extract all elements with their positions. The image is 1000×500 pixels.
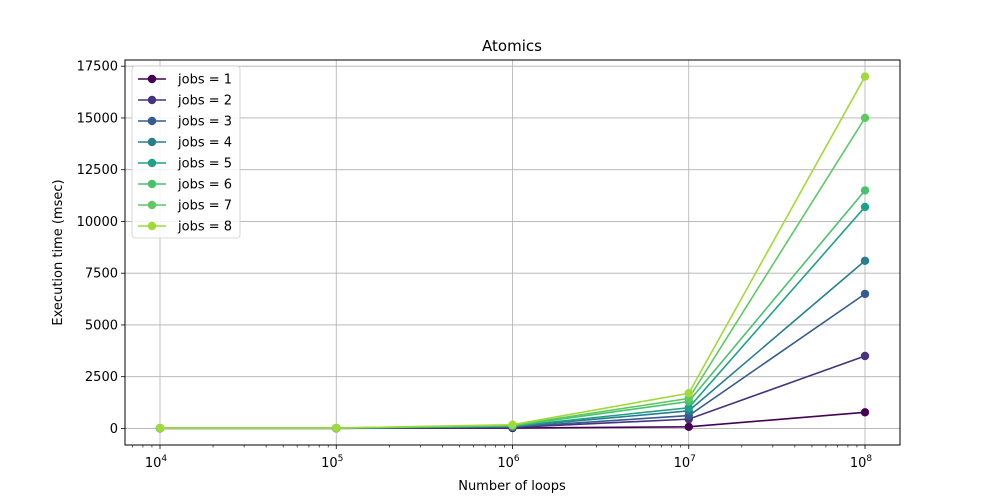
x-tick-exponent: 6 bbox=[514, 454, 520, 464]
legend-label: jobs = 4 bbox=[177, 136, 232, 151]
data-point bbox=[684, 403, 693, 412]
legend-item: jobs = 6 bbox=[138, 178, 232, 193]
x-tick-label: 106 bbox=[497, 454, 520, 471]
legend-item: jobs = 8 bbox=[138, 220, 232, 235]
data-point bbox=[860, 72, 870, 81]
legend-label: jobs = 8 bbox=[177, 220, 232, 235]
x-tick-exponent: 4 bbox=[161, 454, 167, 464]
data-point bbox=[508, 420, 517, 429]
x-tick-exponent: 5 bbox=[338, 454, 344, 464]
grid-layer bbox=[125, 60, 900, 445]
x-tick-base: 10 bbox=[145, 456, 162, 471]
x-tick-base: 10 bbox=[674, 456, 691, 471]
legend-label: jobs = 6 bbox=[177, 178, 232, 193]
y-axis-label: Execution time (msec) bbox=[51, 179, 66, 325]
x-tick-exponent: 7 bbox=[690, 454, 696, 464]
x-tick-exponent: 8 bbox=[866, 454, 872, 464]
y-tick-label: 10000 bbox=[77, 215, 118, 230]
legend-label: jobs = 1 bbox=[177, 73, 232, 88]
data-point bbox=[860, 289, 870, 299]
legend-marker bbox=[147, 221, 157, 231]
legend-label: jobs = 7 bbox=[177, 199, 232, 214]
legend-item: jobs = 2 bbox=[138, 94, 232, 109]
legend-box bbox=[131, 65, 241, 239]
legend-item: jobs = 5 bbox=[138, 157, 232, 172]
x-tick-label: 107 bbox=[674, 454, 696, 471]
legend-label: jobs = 2 bbox=[177, 94, 232, 109]
x-tick-label: 108 bbox=[850, 454, 873, 471]
data-point bbox=[332, 423, 341, 433]
y-tick-label: 12500 bbox=[77, 163, 118, 178]
legend-marker bbox=[147, 74, 157, 84]
data-point bbox=[684, 422, 693, 431]
data-point bbox=[860, 186, 870, 195]
legend-marker bbox=[147, 200, 157, 210]
legend-marker bbox=[147, 179, 157, 189]
series-layer bbox=[155, 72, 870, 433]
y-tick-label: 15000 bbox=[77, 111, 118, 126]
data-point bbox=[684, 389, 693, 398]
legend: jobs = 1 jobs = 2 jobs = 3 jobs = 4 jobs = 5… bbox=[131, 65, 241, 239]
legend-marker bbox=[147, 158, 157, 168]
legend-label: jobs = 5 bbox=[177, 157, 232, 172]
data-point bbox=[860, 351, 870, 361]
legend-item: jobs = 1 bbox=[138, 73, 232, 88]
y-tick-label: 5000 bbox=[85, 318, 118, 333]
legend-item: jobs = 3 bbox=[138, 115, 232, 130]
legend-marker bbox=[147, 116, 157, 126]
data-point bbox=[860, 113, 870, 123]
legend-marker bbox=[147, 95, 157, 105]
legend-label: jobs = 3 bbox=[177, 115, 232, 130]
y-tick-label: 0 bbox=[110, 422, 118, 437]
legend-item: jobs = 7 bbox=[138, 199, 232, 214]
x-tick-label: 105 bbox=[321, 454, 343, 471]
data-point bbox=[860, 256, 870, 265]
x-tick-base: 10 bbox=[850, 456, 867, 471]
data-point bbox=[155, 423, 165, 433]
y-tick-label: 17500 bbox=[77, 60, 118, 75]
data-point bbox=[860, 408, 870, 417]
y-tick-label: 2500 bbox=[85, 370, 118, 385]
legend-item: jobs = 4 bbox=[138, 136, 232, 151]
series-8 bbox=[155, 72, 870, 433]
x-tick-base: 10 bbox=[321, 456, 338, 471]
legend-marker bbox=[147, 137, 157, 147]
x-tick-base: 10 bbox=[497, 456, 514, 471]
data-point bbox=[860, 202, 870, 212]
y-tick-label: 7500 bbox=[85, 267, 118, 282]
chart-title: Atomics bbox=[482, 37, 542, 55]
x-tick-label: 104 bbox=[145, 454, 168, 471]
x-axis-label: Number of loops bbox=[458, 479, 566, 494]
